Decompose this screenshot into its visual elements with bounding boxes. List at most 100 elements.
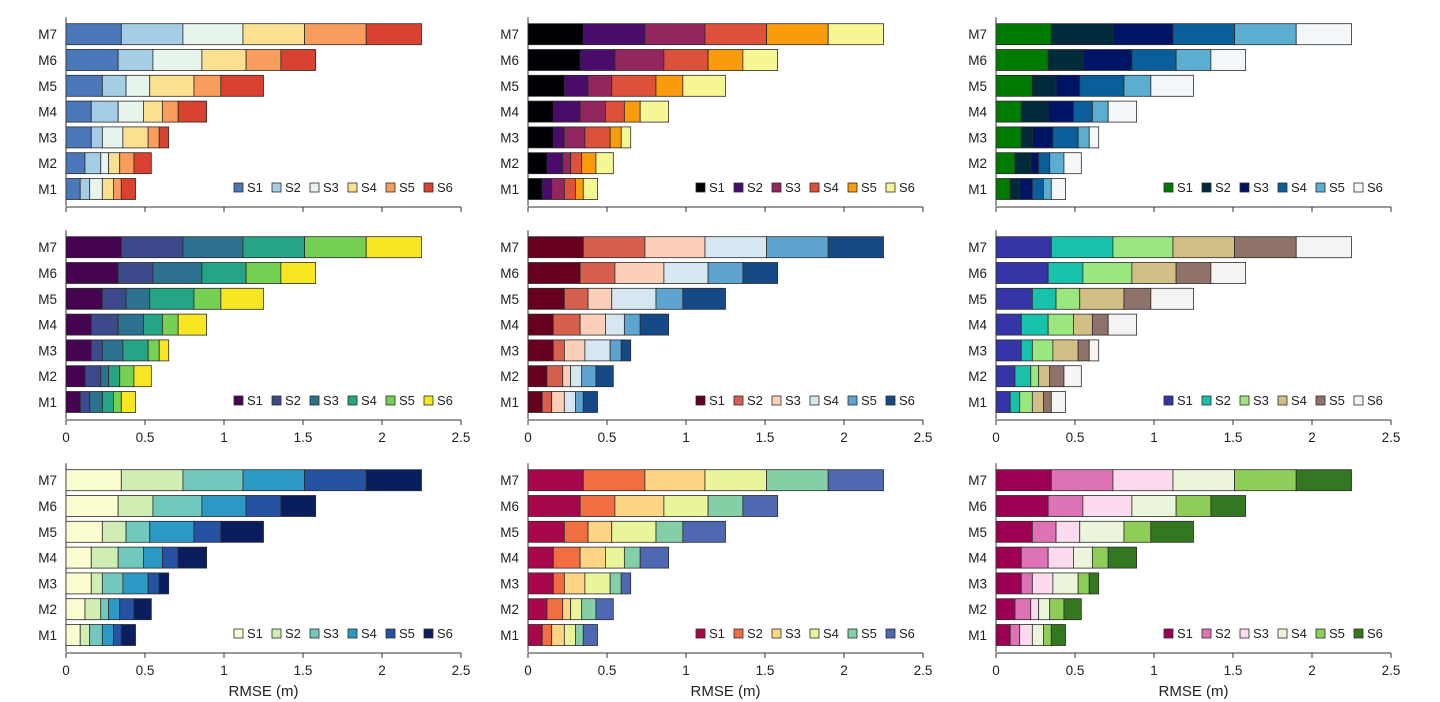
x-tick-label: 1	[682, 430, 690, 445]
bar-m2-s5	[1049, 598, 1065, 621]
bar-m3-s4	[122, 126, 149, 149]
bar-m2-s5	[581, 152, 597, 175]
bar-m3-s6	[1088, 572, 1100, 595]
y-tick-label-m1: M1	[38, 628, 57, 643]
bar-m2-s1	[65, 598, 86, 621]
bar-m3-s3	[1031, 126, 1054, 149]
x-tick-label: 2	[378, 430, 386, 445]
bar-m3-s1	[527, 572, 554, 595]
y-tick-label-m2: M2	[38, 602, 57, 617]
bar-m4-s1	[527, 100, 554, 123]
legend-label-s4: S4	[823, 626, 839, 641]
bar-m5-s4	[149, 74, 195, 97]
bar-m2-s5	[581, 365, 597, 388]
x-tick-label: 1	[682, 663, 690, 678]
y-tick-label-m3: M3	[38, 343, 57, 358]
x-tick-label: 2.5	[452, 430, 471, 445]
bar-m7-s6	[365, 236, 422, 259]
bar-m5-s2	[101, 74, 127, 97]
bar-m5-s6	[220, 287, 264, 310]
legend-swatch-s6	[423, 395, 434, 406]
bar-m1-s2	[541, 624, 553, 646]
x-tick-label: 1.5	[756, 430, 775, 445]
y-tick-label-m5: M5	[968, 292, 987, 307]
bar-m4-s3	[1047, 546, 1074, 569]
bar-m5-s5	[193, 287, 222, 310]
bar-m2-s1	[995, 365, 1016, 388]
x-tick-label: 2.5	[914, 430, 933, 445]
y-tick-label-m6: M6	[968, 53, 987, 68]
bar-m6-s1	[527, 262, 581, 284]
legend-label-s4: S4	[361, 626, 377, 641]
legend-swatch-s5	[385, 395, 396, 406]
bar-m5-s6	[1150, 287, 1194, 310]
x-tick-label: 1.5	[1224, 430, 1243, 445]
bar-m3-s1	[65, 572, 92, 595]
bar-m5-s3	[587, 520, 613, 543]
bar-m7-s5	[766, 236, 829, 259]
legend-swatch-s5	[1315, 395, 1326, 406]
legend-label-s2: S2	[1215, 626, 1231, 641]
y-tick-label-m5: M5	[38, 79, 57, 94]
bar-m2-s6	[1063, 152, 1082, 175]
bar-m5-s2	[1031, 287, 1057, 310]
bar-m1-s4	[563, 391, 576, 413]
bar-m4-s2	[552, 546, 581, 569]
y-tick-label-m2: M2	[500, 156, 519, 171]
bar-m1-s4	[1031, 178, 1044, 200]
bar-m2-s4	[570, 365, 583, 388]
bar-m4-s5	[161, 313, 179, 336]
bar-m3-s4	[584, 572, 611, 595]
bar-m3-s1	[527, 339, 554, 362]
bar-m1-s1	[65, 391, 81, 413]
bar-m5-s2	[563, 287, 589, 310]
bar-m5-s2	[101, 520, 127, 543]
bar-m5-s1	[527, 287, 565, 310]
y-tick-label-m4: M4	[500, 105, 519, 120]
bar-m1-s3	[551, 391, 565, 413]
bar-m7-s4	[242, 236, 305, 259]
bar-m7-s6	[365, 23, 422, 46]
x-tick-label: 1.5	[294, 663, 313, 678]
bar-m6-s3	[152, 495, 203, 517]
legend-label-s2: S2	[1215, 180, 1231, 195]
bar-m4-s4	[143, 546, 163, 569]
y-tick-label-m1: M1	[500, 395, 519, 410]
bar-m1-s4	[563, 624, 576, 646]
legend-label-s4: S4	[361, 180, 377, 195]
y-tick-label-m6: M6	[38, 53, 57, 68]
bar-m3-s4	[1052, 339, 1079, 362]
bar-m4-s4	[1073, 313, 1093, 336]
legend-swatch-s5	[847, 182, 858, 193]
panel-2: M1 M2 M3 M4 M5 M6 M7 S1 S2 S3 S4 S5 S6	[500, 17, 924, 212]
x-tick-label: 0	[524, 430, 532, 445]
bar-m3-s1	[995, 572, 1022, 595]
bar-m1-s1	[65, 178, 81, 200]
legend-swatch-s3	[771, 395, 782, 406]
bar-m5-s5	[1123, 520, 1152, 543]
bar-m5-s1	[527, 520, 565, 543]
y-tick-label-m3: M3	[968, 343, 987, 358]
y-tick-label-m4: M4	[38, 551, 57, 566]
bar-m6-s5	[245, 495, 282, 517]
legend-swatch-s1	[1163, 628, 1174, 639]
bar-m4-s3	[117, 100, 144, 123]
bar-m5-s3	[587, 287, 613, 310]
legend-swatch-s4	[1277, 628, 1288, 639]
bar-m6-s2	[579, 495, 616, 517]
bar-m1-s2	[541, 178, 553, 200]
bar-m6-s1	[65, 495, 119, 517]
legend-swatch-s4	[347, 182, 358, 193]
y-tick-label-m7: M7	[500, 240, 519, 255]
bar-m1-s6	[582, 624, 598, 646]
bar-m2-s1	[527, 152, 548, 175]
bar-m4-s6	[639, 100, 670, 123]
bar-m7-s4	[704, 469, 767, 492]
bar-m2-s1	[995, 152, 1016, 175]
bar-m1-s1	[995, 178, 1011, 200]
bar-m4-s4	[1073, 546, 1093, 569]
bar-m3-s1	[995, 126, 1022, 149]
bar-m5-s1	[995, 520, 1033, 543]
y-tick-label-m1: M1	[500, 628, 519, 643]
bar-m6-s3	[1082, 262, 1133, 284]
